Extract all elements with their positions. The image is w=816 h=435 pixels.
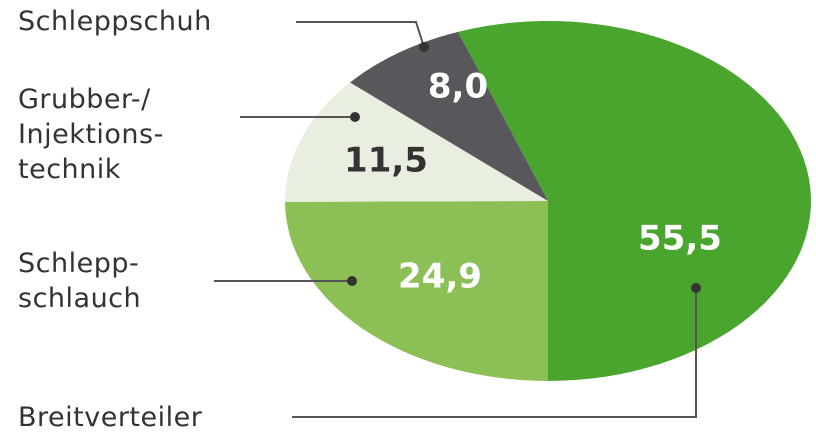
pie-slice: [458, 21, 811, 381]
value-label: 11,5: [344, 141, 428, 181]
legend-label: Breitverteiler: [18, 402, 203, 433]
leader-dot: [691, 283, 701, 293]
pie-slice: [285, 201, 548, 381]
leader-line: [292, 288, 697, 418]
value-label: 8,0: [428, 67, 488, 107]
value-label: 55,5: [638, 219, 722, 259]
legend-label: Schleppschuh: [18, 6, 212, 37]
leader-line: [296, 21, 425, 48]
value-label: 24,9: [398, 257, 482, 297]
leader-dot: [350, 112, 360, 122]
pie-slice: [350, 31, 548, 201]
legend-label: Grubber-/ Injektions- technik: [18, 84, 164, 185]
leader-dot: [419, 42, 429, 52]
pie-slice: [285, 82, 548, 202]
legend-label: Schlepp- schlauch: [18, 248, 142, 314]
leader-dot: [347, 276, 357, 286]
